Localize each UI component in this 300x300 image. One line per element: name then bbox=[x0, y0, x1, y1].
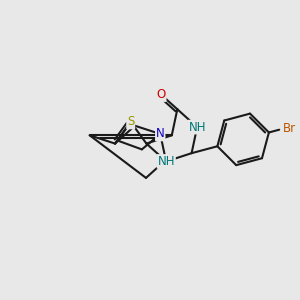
Text: O: O bbox=[157, 88, 166, 101]
Text: N: N bbox=[156, 128, 165, 140]
Text: S: S bbox=[127, 116, 134, 128]
Text: NH: NH bbox=[158, 155, 175, 168]
Text: Br: Br bbox=[283, 122, 296, 135]
Text: NH: NH bbox=[188, 121, 206, 134]
